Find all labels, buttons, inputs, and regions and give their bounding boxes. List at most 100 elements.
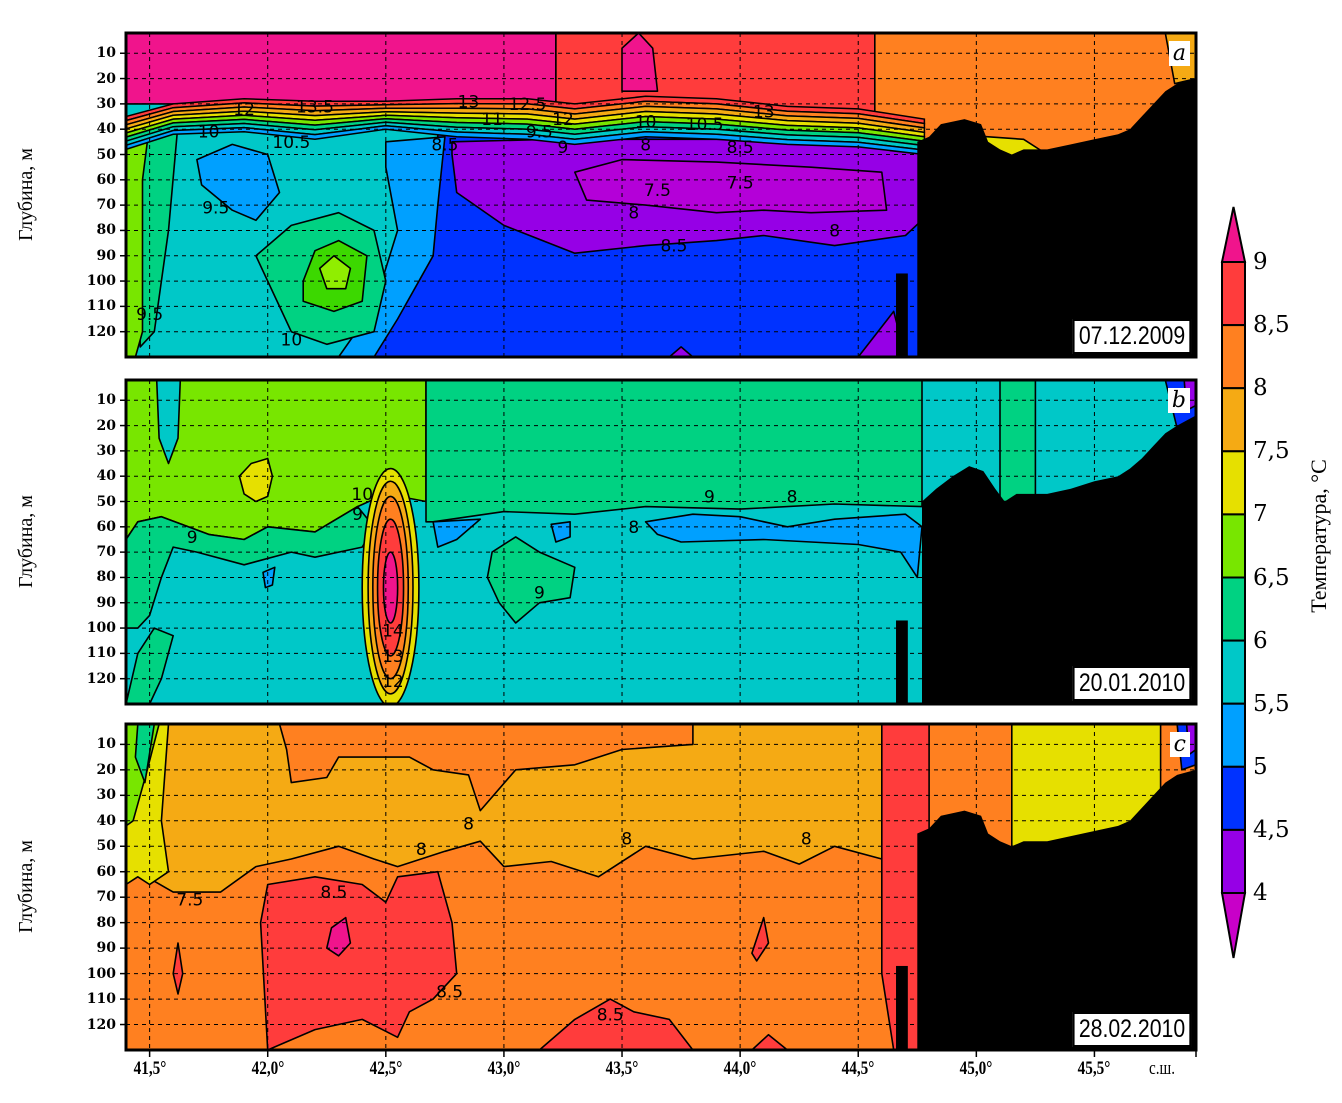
contour-label: 8.5 xyxy=(597,1005,624,1025)
y-tick-label: 100 xyxy=(86,620,116,637)
colorbar-tick-label: 7,5 xyxy=(1253,438,1290,465)
temperature-region xyxy=(318,255,352,290)
y-tick-label: 110 xyxy=(86,298,116,315)
y-tick-label: 40 xyxy=(96,468,116,485)
colorbar-tick-label: 4,5 xyxy=(1253,816,1290,843)
colorbar-segment xyxy=(1221,261,1246,327)
temperature-region xyxy=(337,136,446,357)
contour-label: 10 xyxy=(281,330,303,350)
x-tick-label: 45,0° xyxy=(959,1058,993,1079)
x-axis-unit-label: с.ш. xyxy=(1148,1058,1176,1079)
colorbar-segment xyxy=(1221,639,1246,705)
temperature-region xyxy=(621,33,659,93)
panel-frame xyxy=(124,378,1198,706)
y-tick-label: 100 xyxy=(86,273,116,290)
contour-label: 13 xyxy=(753,102,775,122)
contour-label: 8 xyxy=(640,135,651,155)
colorbar-tick-label: 9 xyxy=(1253,249,1268,275)
x-tick-label: 44,0° xyxy=(723,1058,757,1079)
y-tick-label: 50 xyxy=(96,493,116,510)
y-tick-label: 40 xyxy=(96,121,116,138)
y-tick-label: 60 xyxy=(96,171,116,188)
x-tick-label: 41,5° xyxy=(133,1058,166,1079)
temperature-region xyxy=(751,916,770,962)
y-tick-label: 100 xyxy=(86,965,116,982)
y-tick-label: 40 xyxy=(96,812,116,829)
panel-c: 8 8 8 8 7.5 8.5 8.5 8.5 c 28.02.2010 xyxy=(120,722,1198,1057)
y-axis-label-a: Глубина, м xyxy=(14,148,37,241)
temperature-region xyxy=(126,505,375,629)
temperature-region xyxy=(550,521,571,543)
temperature-region xyxy=(134,724,156,784)
seabed-bathymetry xyxy=(917,769,1196,1050)
temperature-region xyxy=(278,724,694,812)
temperature-region xyxy=(238,457,274,503)
contour-plot: 8 8 8 8 7.5 8.5 8.5 8.5 xyxy=(120,722,1198,1057)
contour-label: 10 xyxy=(635,113,657,133)
contour-label: 9 xyxy=(187,528,198,548)
contour-label: 10.5 xyxy=(272,133,310,153)
y-tick-label: 10 xyxy=(96,392,116,409)
y-tick-label: 20 xyxy=(96,70,116,87)
y-tick-label: 70 xyxy=(96,889,116,906)
y-tick-label: 60 xyxy=(96,863,116,880)
x-tick-label: 44,5° xyxy=(841,1058,875,1079)
seabed-bathymetry xyxy=(917,78,1196,357)
seabed-gap-bar xyxy=(896,273,908,357)
seabed-bathymetry xyxy=(922,415,1196,704)
panel-date: 28.02.2010 xyxy=(1072,1012,1191,1047)
contour-label: 11 xyxy=(481,110,503,130)
contour-label: 13 xyxy=(382,647,404,667)
seabed-gap-bar xyxy=(896,965,908,1050)
contour-label: 9 xyxy=(352,505,363,525)
y-tick-label: 90 xyxy=(96,594,116,611)
contour-label: 8 xyxy=(621,830,632,850)
temperature-region xyxy=(573,158,888,214)
colorbar-extend-bottom xyxy=(1220,892,1247,959)
temperature-region xyxy=(999,380,1037,503)
x-tick-label: 43,5° xyxy=(605,1058,639,1079)
temperature-region xyxy=(155,380,182,465)
colorbar-segment xyxy=(1221,513,1246,579)
colorbar-tick-label: 8,5 xyxy=(1253,312,1290,339)
panel-date: 07.12.2009 xyxy=(1072,319,1191,354)
contour-label: 9 xyxy=(534,584,545,604)
contour-label: 12 xyxy=(233,100,255,120)
colorbar-extend-top xyxy=(1220,206,1247,263)
contour-label: 8.5 xyxy=(320,883,347,903)
y-tick-label: 90 xyxy=(96,940,116,957)
contour-label: 7.5 xyxy=(727,173,754,193)
contour-label: 9.5 xyxy=(136,305,163,325)
colorbar-tick-label: 5,5 xyxy=(1253,690,1290,717)
y-tick-label: 50 xyxy=(96,838,116,855)
y-tick-label: 110 xyxy=(86,645,116,662)
y-tick-label: 80 xyxy=(96,914,116,931)
y-tick-label: 110 xyxy=(86,991,116,1008)
contour-label: 9.5 xyxy=(202,199,229,219)
panel-a: 12 13.5 13 12.5 11 12 9.5 10 10.5 13 10 10.5 8.5 9 8 8.… xyxy=(120,31,1198,359)
colorbar-tick-label: 7 xyxy=(1253,501,1268,528)
contour-label: 7.5 xyxy=(176,891,203,911)
y-axis-label-c: Глубина, м xyxy=(14,840,37,933)
y-tick-label: 10 xyxy=(96,45,116,62)
contour-label: 10 xyxy=(198,123,220,143)
temperature-region xyxy=(262,566,276,589)
panel-letter: b xyxy=(1167,388,1190,413)
temperature-region xyxy=(668,346,694,357)
y-tick-label: 30 xyxy=(96,787,116,804)
contour-label: 8.5 xyxy=(436,982,463,1002)
y-tick-label: 80 xyxy=(96,222,116,239)
colorbar-tick-label: 5 xyxy=(1253,753,1268,780)
temperature-region xyxy=(326,916,352,957)
contour-label: 10 xyxy=(351,485,373,505)
contour-label: 7.5 xyxy=(644,181,671,201)
temperature-region xyxy=(432,518,482,548)
contour-label: 9 xyxy=(704,487,715,507)
y-tick-label: 120 xyxy=(86,1016,116,1033)
panel-date: 20.01.2010 xyxy=(1072,666,1191,701)
y-tick-label: 70 xyxy=(96,544,116,561)
contour-label: 8 xyxy=(628,518,639,538)
